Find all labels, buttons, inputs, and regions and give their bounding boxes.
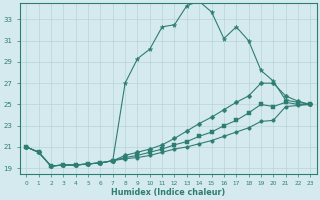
- X-axis label: Humidex (Indice chaleur): Humidex (Indice chaleur): [111, 188, 226, 197]
